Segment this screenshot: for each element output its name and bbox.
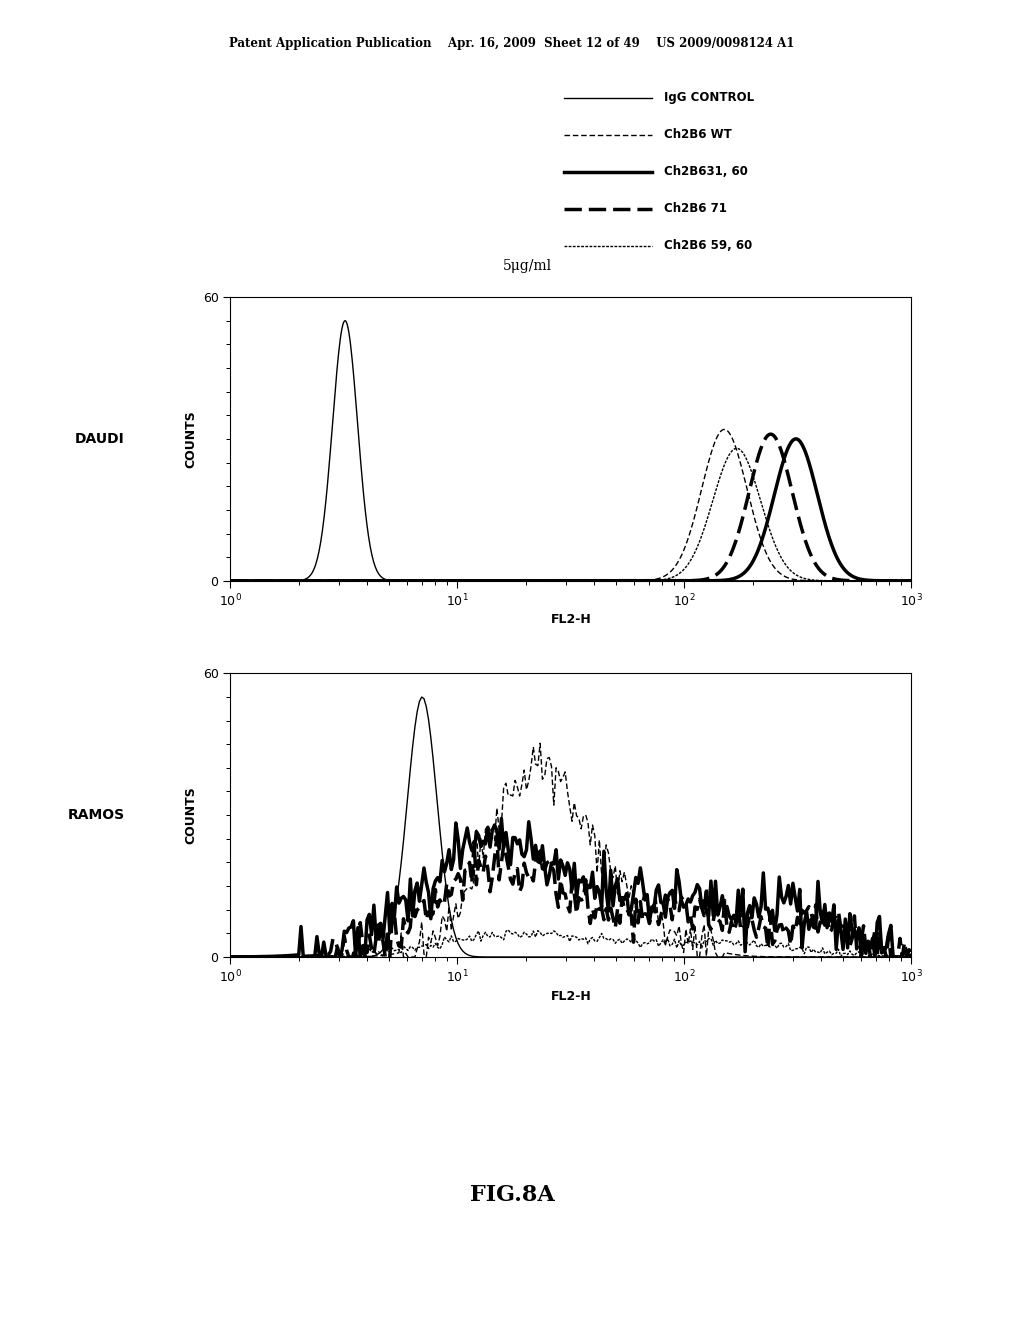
Text: Ch2B6 71: Ch2B6 71: [664, 202, 727, 215]
Y-axis label: COUNTS: COUNTS: [184, 787, 198, 843]
Text: Ch2B631, 60: Ch2B631, 60: [664, 165, 748, 178]
Text: Ch2B6 WT: Ch2B6 WT: [664, 128, 731, 141]
Text: FIG.8A: FIG.8A: [470, 1184, 554, 1205]
Text: Ch2B6 59, 60: Ch2B6 59, 60: [664, 239, 752, 252]
Text: 5μg/ml: 5μg/ml: [503, 259, 552, 273]
Text: Patent Application Publication    Apr. 16, 2009  Sheet 12 of 49    US 2009/00981: Patent Application Publication Apr. 16, …: [229, 37, 795, 50]
Text: DAUDI: DAUDI: [75, 432, 125, 446]
Text: IgG CONTROL: IgG CONTROL: [664, 91, 754, 104]
X-axis label: FL2-H: FL2-H: [551, 990, 591, 1003]
Text: RAMOS: RAMOS: [68, 808, 125, 822]
Y-axis label: COUNTS: COUNTS: [184, 411, 198, 467]
X-axis label: FL2-H: FL2-H: [551, 614, 591, 627]
